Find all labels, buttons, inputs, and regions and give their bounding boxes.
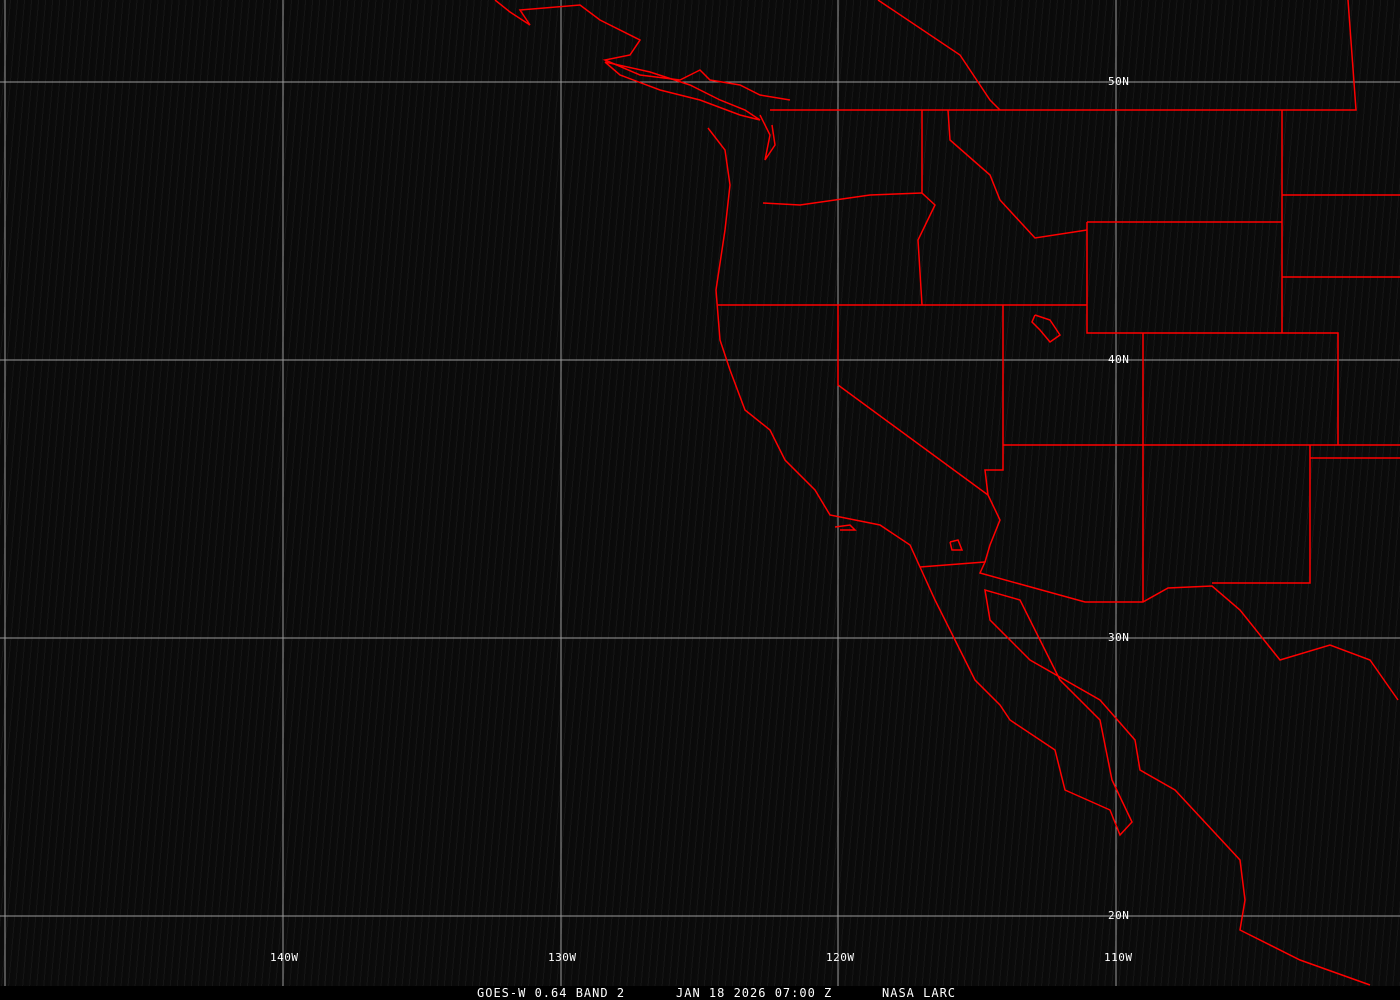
lon-label-120w: 120W xyxy=(826,951,855,964)
lon-label-130w: 130W xyxy=(548,951,577,964)
channel-islands xyxy=(834,524,857,531)
utah-border xyxy=(1086,222,1339,445)
idaho-west-border xyxy=(917,110,936,306)
ca-nv-border xyxy=(837,305,1004,497)
salton-sea xyxy=(949,539,964,551)
caption-satellite: GOES-W 0.64 BAND 2 xyxy=(477,986,626,1000)
lon-label-110w: 110W xyxy=(1104,951,1133,964)
boundaries xyxy=(494,0,1400,986)
coastline-bc xyxy=(494,0,791,101)
lat-label-30n: 30N xyxy=(1108,631,1130,644)
coastline-west xyxy=(707,127,1371,986)
lat-label-50n: 50N xyxy=(1108,75,1130,88)
us-mexico-border xyxy=(919,561,1399,701)
wa-or-border xyxy=(762,192,923,206)
vancouver-island xyxy=(604,61,761,121)
nv-ca-south xyxy=(984,494,1001,563)
image-caption: GOES-W 0.64 BAND 2 JAN 18 2026 07:00 Z N… xyxy=(0,986,1400,1000)
caption-datetime: JAN 18 2026 07:00 Z xyxy=(676,986,833,1000)
nm-east-border xyxy=(1212,445,1311,584)
puget-sound xyxy=(759,114,776,161)
lon-label-140w: 140W xyxy=(270,951,299,964)
us-canada-border xyxy=(770,0,1357,111)
bc-alberta-border xyxy=(877,0,1001,111)
caption-source: NASA LARC xyxy=(882,986,957,1000)
lat-label-20n: 20N xyxy=(1108,909,1130,922)
lat-label-40n: 40N xyxy=(1108,353,1130,366)
great-salt-lake xyxy=(1031,314,1062,344)
idaho-montana-border xyxy=(947,109,1088,239)
